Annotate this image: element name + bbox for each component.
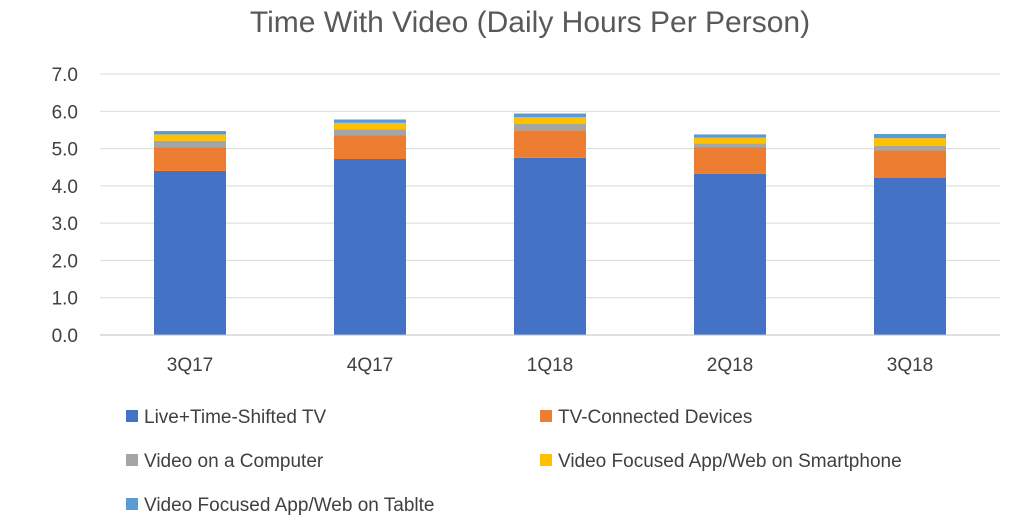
bar-segment (154, 170, 226, 335)
bar-stack-2q18 (694, 134, 766, 335)
y-tick-label: 5.0 (52, 140, 78, 161)
bar-segment (694, 134, 766, 138)
bar-segment (874, 150, 946, 178)
legend: Live+Time-Shifted TV TV-Connected Devices… (126, 407, 902, 516)
bar-stack-3q17 (154, 131, 226, 335)
bar-segment (334, 119, 406, 123)
legend-label: Video Focused App/Web on Tablte (144, 495, 435, 516)
bar-segment (334, 122, 406, 130)
legend-item: Live+Time-Shifted TV (126, 407, 326, 428)
bar-segment (334, 135, 406, 160)
y-tick-label: 7.0 (52, 65, 78, 86)
bar-segment (334, 159, 406, 335)
legend-swatch (540, 410, 552, 422)
bar-segment (154, 131, 226, 135)
x-tick-label: 2Q18 (707, 355, 753, 376)
bar-segment (694, 137, 766, 144)
bar-stack-1q18 (514, 113, 586, 335)
legend-item: Video on a Computer (126, 451, 324, 472)
legend-item: TV-Connected Devices (540, 407, 752, 428)
legend-swatch (126, 454, 138, 466)
legend-item: Video Focused App/Web on Tablte (126, 495, 435, 516)
bar-segment (874, 177, 946, 335)
legend-label: Video Focused App/Web on Smartphone (558, 451, 902, 472)
bar-segment (874, 145, 946, 151)
legend-label: Video on a Computer (144, 451, 324, 472)
x-tick-label: 1Q18 (527, 355, 573, 376)
y-tick-label: 6.0 (52, 102, 78, 123)
bar-segment (694, 143, 766, 148)
bar-segment (874, 138, 946, 146)
y-tick-label: 1.0 (52, 289, 78, 310)
x-tick-label: 3Q18 (887, 355, 933, 376)
bar-segment (514, 113, 586, 118)
bar-segment (694, 147, 766, 174)
bar-segment (514, 123, 586, 131)
bar-segment (514, 130, 586, 158)
legend-swatch (126, 498, 138, 510)
legend-label: Live+Time-Shifted TV (144, 407, 326, 428)
x-tick-label: 4Q17 (347, 355, 393, 376)
legend-swatch (126, 410, 138, 422)
bar-segment (514, 117, 586, 124)
bar-stack-3q18 (874, 134, 946, 335)
y-tick-label: 2.0 (52, 251, 78, 272)
bar-segment (154, 134, 226, 141)
bars (154, 113, 946, 335)
legend-swatch (540, 454, 552, 466)
bar-segment (154, 147, 226, 171)
y-tick-label: 0.0 (52, 326, 78, 347)
y-tick-label: 3.0 (52, 214, 78, 235)
y-axis-tick-labels: 0.0 1.0 2.0 3.0 4.0 5.0 6.0 7.0 (52, 65, 78, 347)
bar-segment (334, 129, 406, 136)
y-tick-label: 4.0 (52, 177, 78, 198)
bar-segment (514, 157, 586, 335)
x-tick-label: 3Q17 (167, 355, 213, 376)
legend-item: Video Focused App/Web on Smartphone (540, 451, 902, 472)
bar-segment (694, 173, 766, 335)
bar-segment (154, 140, 226, 148)
chart-title: Time With Video (Daily Hours Per Person) (250, 6, 810, 39)
legend-label: TV-Connected Devices (558, 407, 752, 428)
x-axis-tick-labels: 3Q17 4Q17 1Q18 2Q18 3Q18 (167, 355, 933, 376)
bar-segment (874, 134, 946, 139)
bar-stack-4q17 (334, 119, 406, 335)
